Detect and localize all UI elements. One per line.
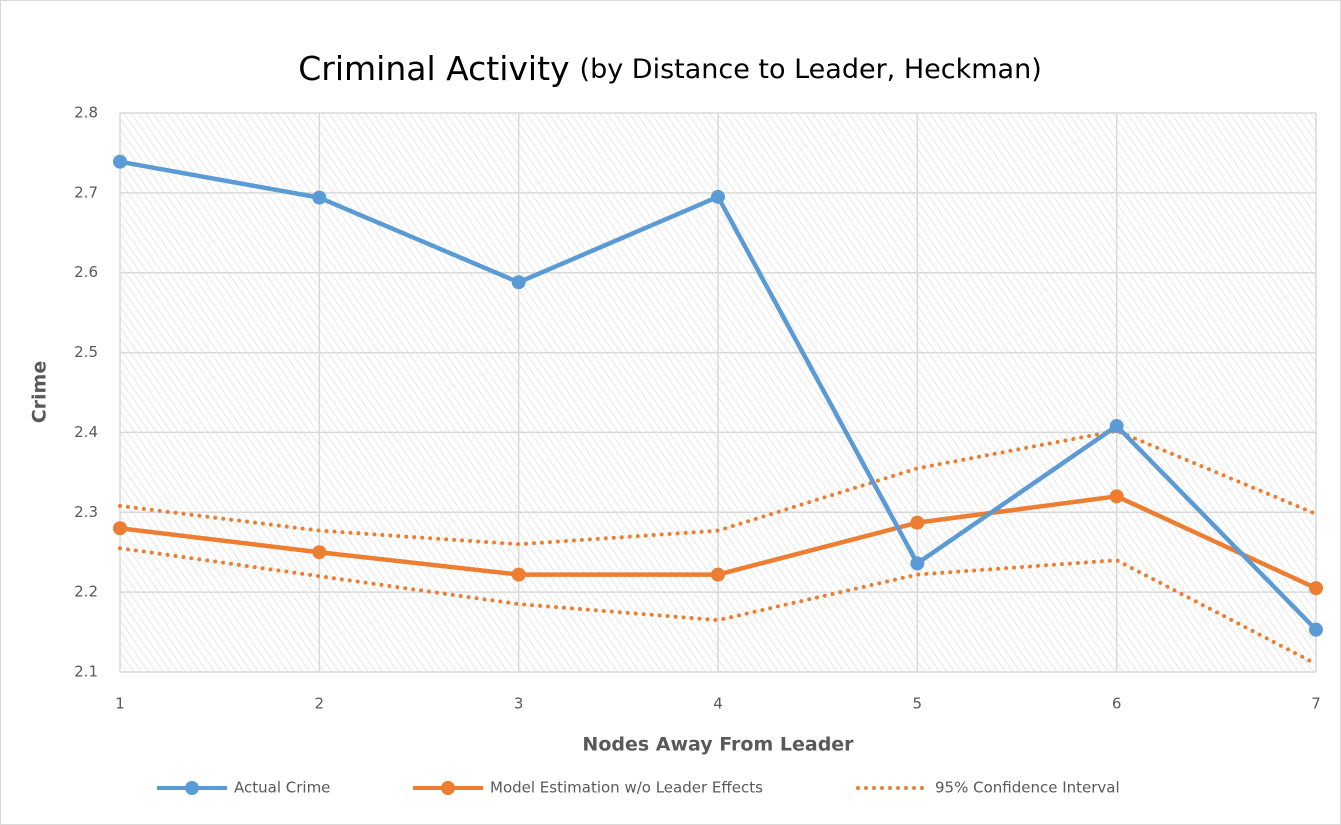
legend-label: Model Estimation w/o Leader Effects: [490, 779, 763, 797]
point: [1309, 581, 1323, 596]
point: [312, 545, 327, 560]
point: [711, 567, 725, 582]
x-tick-label: 3: [514, 695, 524, 713]
x-tick-label: 6: [1112, 695, 1122, 713]
legend-marker: [441, 781, 455, 795]
point: [1109, 489, 1124, 504]
point: [910, 556, 925, 571]
chart-title: Criminal Activity (by Distance to Leader,…: [298, 49, 1042, 88]
y-axis-title: Crime: [29, 361, 51, 424]
y-tick-label: 2.3: [74, 503, 98, 521]
point: [511, 275, 526, 290]
y-tick-label: 2.5: [74, 343, 98, 361]
point: [113, 521, 127, 536]
y-tick-label: 2.1: [74, 663, 98, 681]
y-tick-label: 2.6: [74, 263, 98, 281]
legend-label: Actual Crime: [234, 779, 330, 797]
point: [113, 154, 127, 169]
point: [1109, 419, 1124, 434]
y-tick-label: 2.7: [74, 183, 98, 201]
x-axis-title: Nodes Away From Leader: [582, 734, 854, 756]
point: [910, 515, 925, 530]
x-tick-label: 7: [1311, 695, 1321, 713]
subtitle: (by Distance to Leader, Heckman): [580, 54, 1042, 85]
x-tick-label: 5: [913, 695, 923, 713]
point: [511, 567, 526, 582]
x-tick-label: 2: [315, 695, 325, 713]
series-line: [118, 428, 1318, 547]
y-tick-label: 2.8: [74, 104, 98, 122]
legend-label: 95% Confidence Interval: [935, 779, 1120, 797]
x-tick-label: 4: [713, 695, 723, 713]
series-line: [118, 546, 1318, 667]
point: [312, 190, 327, 205]
point: [1309, 622, 1323, 637]
x-tick-label: 1: [115, 695, 125, 713]
point: [711, 189, 725, 204]
y-tick-label: 2.2: [74, 583, 98, 601]
y-tick-label: 2.4: [74, 423, 98, 441]
title: Criminal Activity: [298, 49, 569, 88]
legend-marker: [185, 781, 199, 795]
